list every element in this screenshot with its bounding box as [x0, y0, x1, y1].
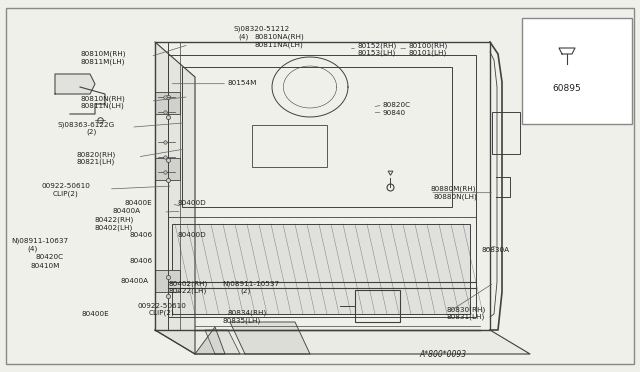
Text: 80400E: 80400E: [125, 200, 152, 206]
Text: 80400A: 80400A: [112, 208, 140, 214]
Text: 80811NA(LH): 80811NA(LH): [254, 41, 303, 48]
Text: (2): (2): [240, 288, 250, 294]
Text: N)08911-10537: N)08911-10537: [223, 280, 280, 287]
Text: 80811M(LH): 80811M(LH): [80, 58, 125, 65]
Text: 80406: 80406: [129, 232, 152, 238]
Text: CLIP(2): CLIP(2): [148, 310, 174, 317]
Text: 80820C: 80820C: [383, 102, 411, 108]
Text: 80810M(RH): 80810M(RH): [80, 51, 125, 57]
Text: 80880N(LH): 80880N(LH): [434, 193, 477, 200]
Text: S)08363-6122G: S)08363-6122G: [58, 121, 115, 128]
Text: (4): (4): [27, 245, 37, 252]
Text: 80152(RH): 80152(RH): [357, 42, 396, 49]
Bar: [492, 112, 520, 154]
Text: 80402(LH): 80402(LH): [95, 224, 133, 231]
Text: 80101(LH): 80101(LH): [408, 49, 447, 56]
Bar: [155, 158, 180, 180]
Text: N)08911-10637: N)08911-10637: [12, 238, 68, 244]
Text: 80835(LH): 80835(LH): [223, 317, 261, 324]
Polygon shape: [195, 327, 225, 354]
Text: 80402(RH): 80402(RH): [169, 280, 208, 287]
Text: 80820(RH): 80820(RH): [77, 151, 116, 158]
Text: A*800*0093: A*800*0093: [419, 350, 467, 359]
Text: (4): (4): [238, 34, 248, 41]
Text: 00922-50610: 00922-50610: [42, 183, 90, 189]
Text: 80831(LH): 80831(LH): [447, 314, 485, 320]
Polygon shape: [155, 330, 530, 354]
Text: 80410M: 80410M: [31, 263, 60, 269]
Bar: [182, 67, 452, 207]
Polygon shape: [205, 330, 240, 354]
Text: 90840: 90840: [383, 110, 406, 116]
Text: 80422(RH): 80422(RH): [95, 217, 134, 224]
Text: 60895: 60895: [552, 83, 581, 93]
Text: 80810NA(RH): 80810NA(RH): [254, 34, 304, 41]
Bar: [168, 55, 476, 317]
Polygon shape: [155, 42, 195, 354]
Text: (2): (2): [86, 129, 97, 135]
Text: 80834(RH): 80834(RH): [227, 310, 266, 317]
Bar: [522, 18, 632, 124]
Polygon shape: [55, 74, 95, 94]
Text: 80400A: 80400A: [120, 278, 148, 284]
Text: S)08320-51212: S)08320-51212: [234, 26, 290, 32]
Text: 80810N(RH): 80810N(RH): [80, 95, 125, 102]
Text: 80406: 80406: [129, 258, 152, 264]
Text: CLIP(2): CLIP(2): [52, 190, 78, 197]
Bar: [155, 270, 180, 292]
Bar: [355, 290, 400, 322]
Text: 00922-50610: 00922-50610: [138, 303, 186, 309]
Polygon shape: [230, 322, 310, 354]
Bar: [252, 125, 327, 167]
Text: 80821(LH): 80821(LH): [77, 158, 115, 165]
Text: 80400D: 80400D: [178, 200, 207, 206]
Text: 80420C: 80420C: [35, 254, 63, 260]
Text: 80154M: 80154M: [227, 80, 257, 86]
Text: 80100(RH): 80100(RH): [408, 42, 447, 49]
Text: 80830A: 80830A: [481, 247, 509, 253]
Text: 80422(LH): 80422(LH): [169, 288, 207, 294]
Text: 80400D: 80400D: [178, 232, 207, 238]
Text: 80811N(LH): 80811N(LH): [80, 103, 124, 109]
Text: 80400E: 80400E: [82, 311, 109, 317]
Bar: [155, 92, 180, 114]
Text: 80830(RH): 80830(RH): [447, 306, 486, 313]
Bar: [172, 224, 470, 314]
Text: 80153(LH): 80153(LH): [357, 49, 396, 56]
Text: 80880M(RH): 80880M(RH): [430, 186, 476, 192]
